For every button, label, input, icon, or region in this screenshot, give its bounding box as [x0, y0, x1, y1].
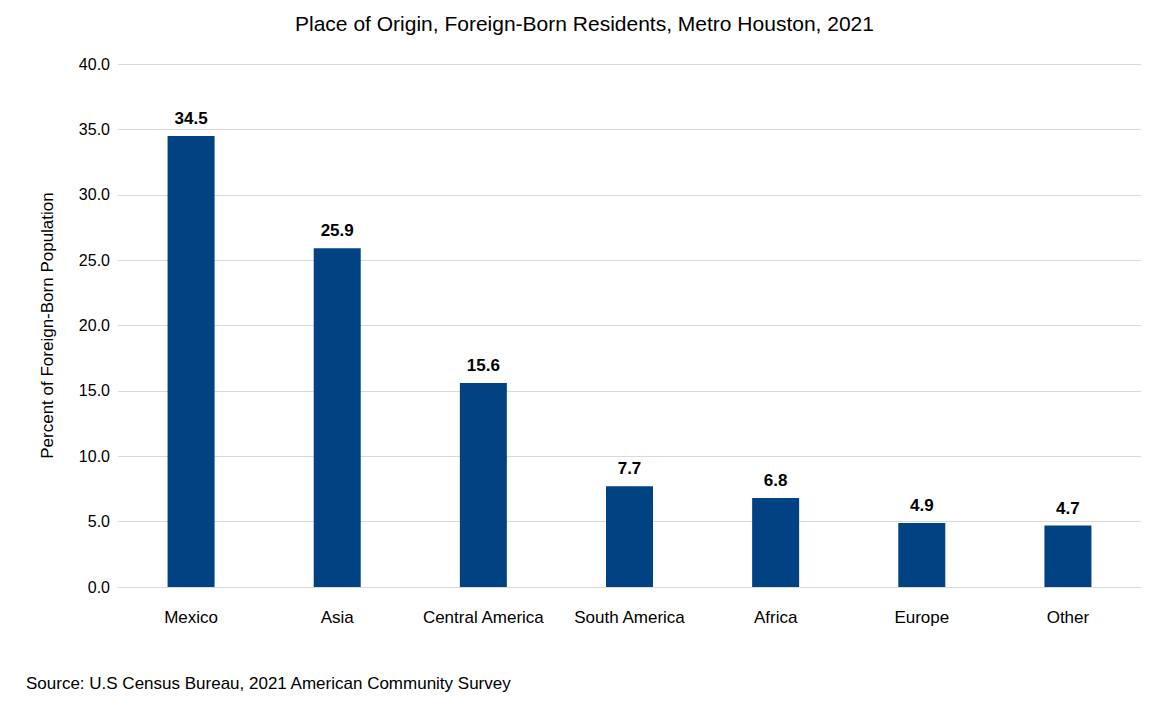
- svg-text:Other: Other: [1047, 608, 1090, 627]
- svg-text:25.9: 25.9: [321, 221, 354, 240]
- svg-text:20.0: 20.0: [79, 317, 110, 334]
- svg-text:34.5: 34.5: [175, 109, 208, 128]
- svg-text:Europe: Europe: [894, 608, 949, 627]
- svg-text:Central America: Central America: [423, 608, 544, 627]
- svg-text:7.7: 7.7: [618, 459, 642, 478]
- svg-text:0.0: 0.0: [88, 579, 110, 596]
- svg-text:South America: South America: [574, 608, 685, 627]
- svg-text:Mexico: Mexico: [164, 608, 218, 627]
- svg-text:15.0: 15.0: [79, 382, 110, 399]
- svg-text:5.0: 5.0: [88, 513, 110, 530]
- svg-text:Place of Origin, Foreign-Born: Place of Origin, Foreign-Born Residents,…: [295, 12, 874, 35]
- svg-text:40.0: 40.0: [79, 56, 110, 73]
- svg-text:25.0: 25.0: [79, 252, 110, 269]
- svg-text:30.0: 30.0: [79, 186, 110, 203]
- svg-text:4.7: 4.7: [1056, 499, 1080, 518]
- svg-text:Africa: Africa: [754, 608, 798, 627]
- svg-text:Percent of Foreign-Born Popula: Percent of Foreign-Born Population: [38, 192, 57, 459]
- svg-text:4.9: 4.9: [910, 496, 934, 515]
- svg-text:Source: U.S Census Bureau, 202: Source: U.S Census Bureau, 2021 American…: [26, 674, 511, 693]
- svg-text:35.0: 35.0: [79, 121, 110, 138]
- svg-text:15.6: 15.6: [467, 356, 500, 375]
- svg-text:10.0: 10.0: [79, 448, 110, 465]
- svg-text:6.8: 6.8: [764, 471, 788, 490]
- svg-text:Asia: Asia: [321, 608, 355, 627]
